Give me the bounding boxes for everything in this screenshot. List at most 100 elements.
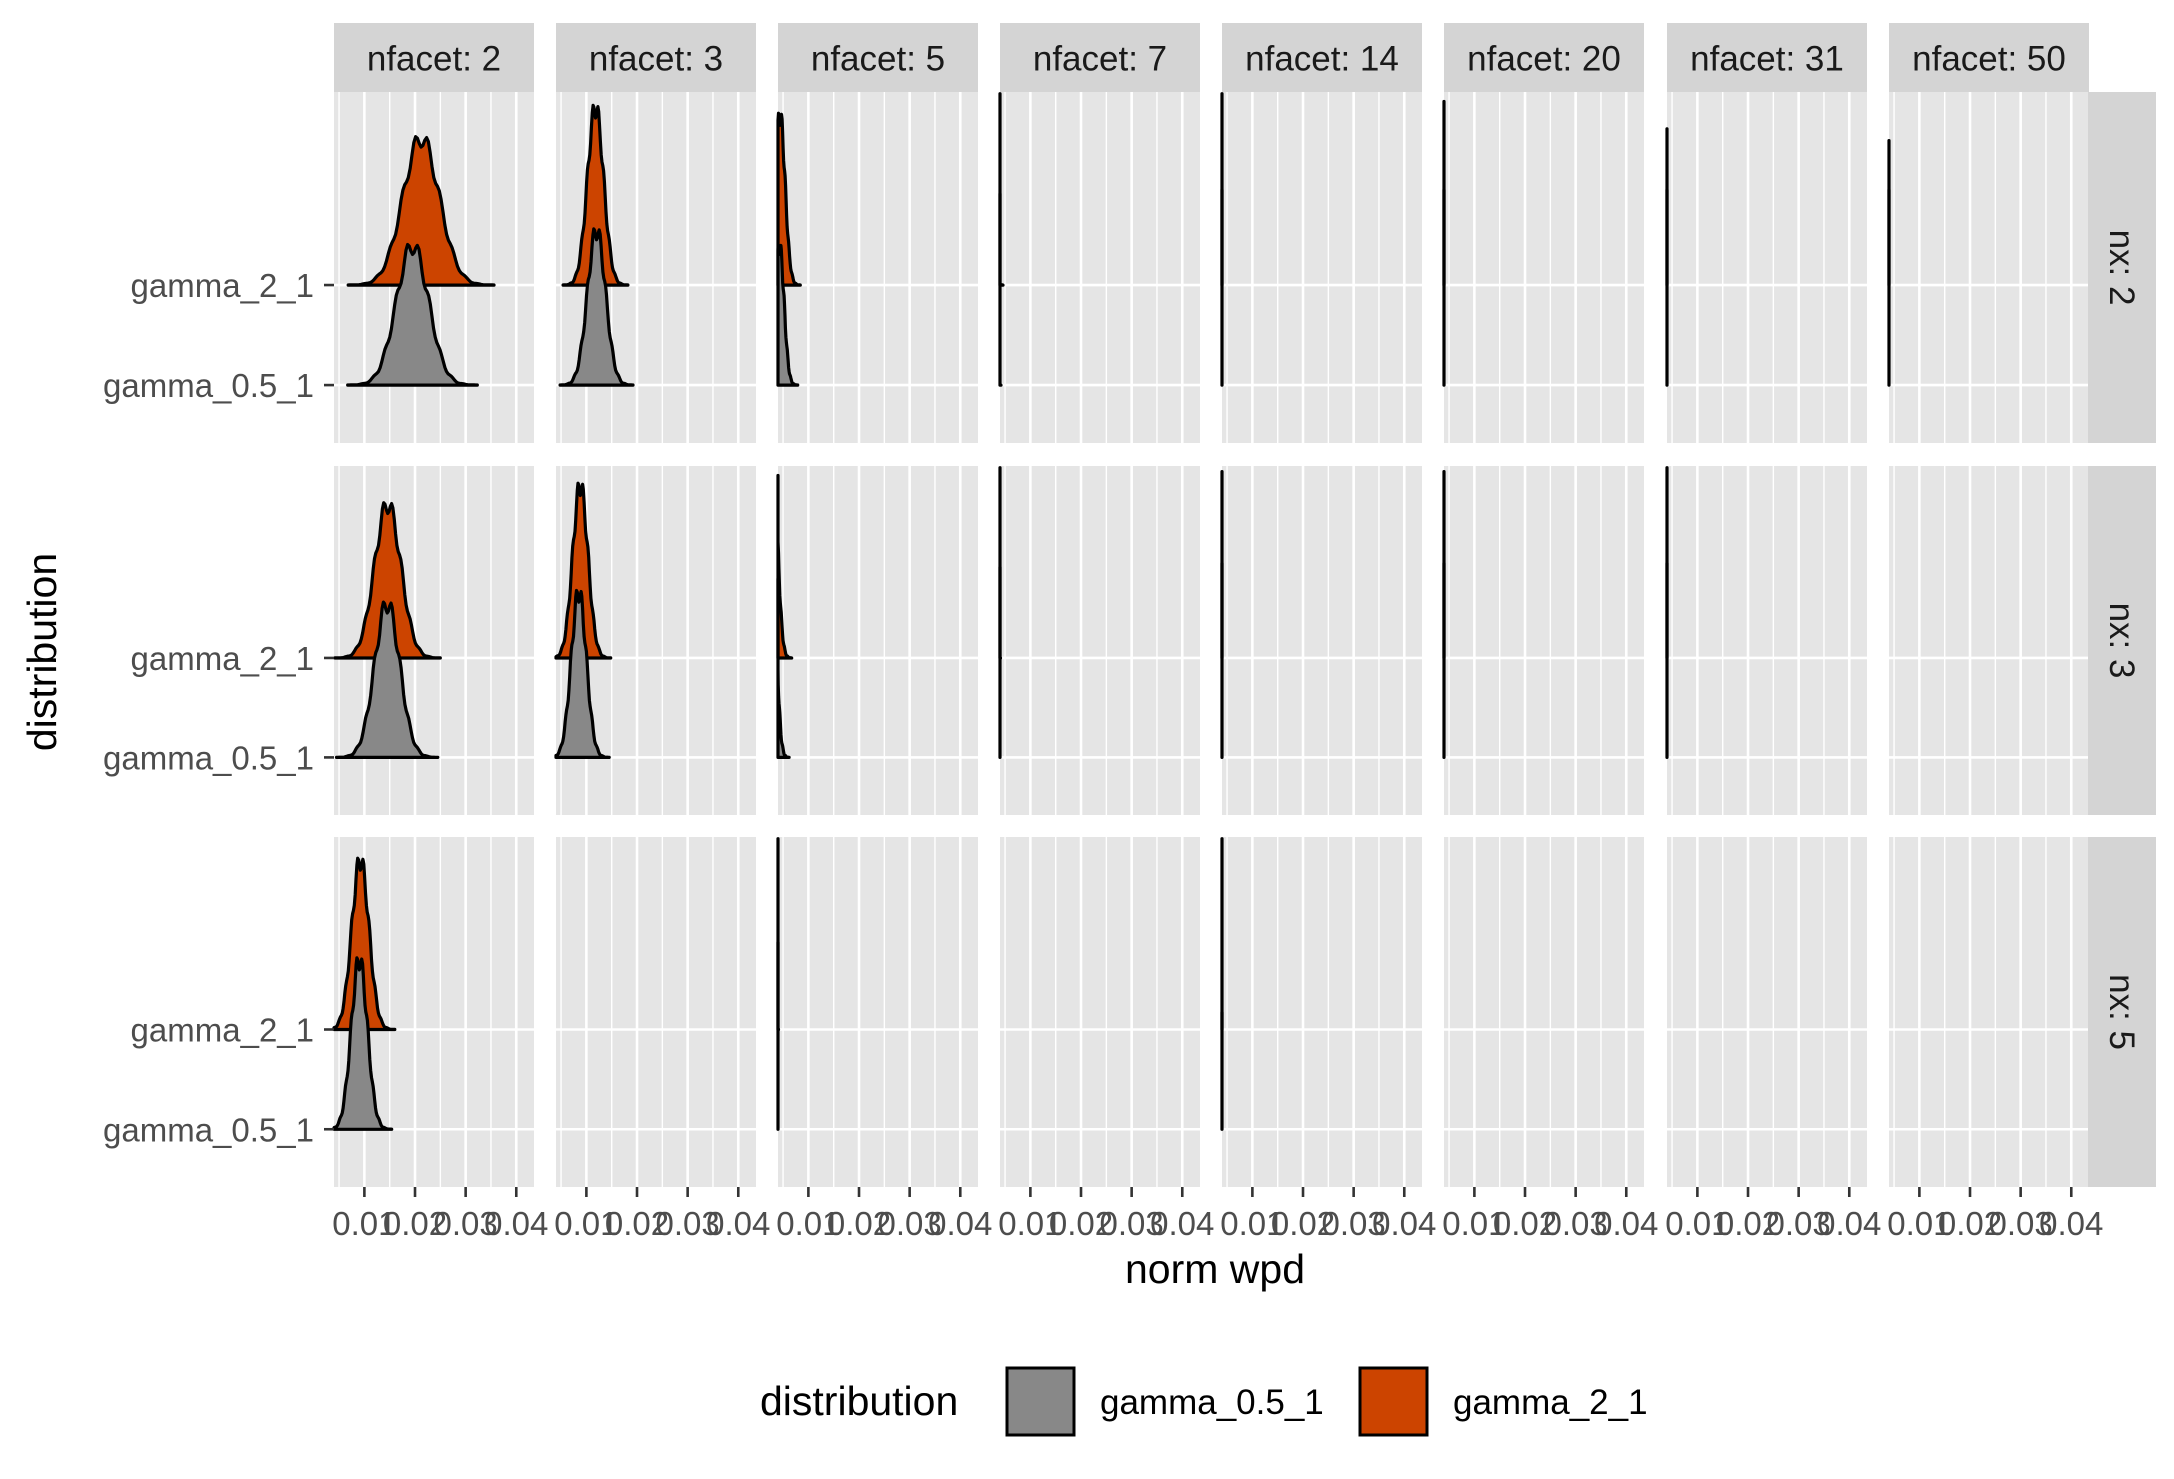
row-strip-2: nx: 2 bbox=[2088, 92, 2156, 443]
x-tick-label: 0.02 bbox=[1049, 1205, 1113, 1242]
density-ridge-gamma-0-5-1 bbox=[558, 227, 635, 387]
x-tick-label: 0.02 bbox=[605, 1205, 669, 1242]
column-strip-label: nfacet: 5 bbox=[811, 40, 945, 79]
panel-nx5-nfacet3 bbox=[556, 837, 756, 1187]
panel-nx3-nfacet20 bbox=[1442, 466, 1644, 815]
panel-nx2-nfacet7 bbox=[998, 92, 1200, 443]
y-axis: gamma_0.5_1 gamma_2_1 gamma_0.5_1 gamma_2_1… bbox=[103, 267, 334, 1148]
panel-nx2-nfacet3 bbox=[556, 92, 756, 443]
panel-nx5-nfacet14 bbox=[1220, 837, 1422, 1187]
column-facet-strips: nfacet: 2 nfacet: 3 nfacet: 5 nfacet: 7 nfac… bbox=[334, 23, 2089, 92]
column-strip-bg bbox=[1667, 23, 1867, 92]
legend-key-gamma-0-5-1 bbox=[1005, 1366, 1076, 1437]
row-strip-3: nx: 3 bbox=[2088, 466, 2156, 815]
panel-nx2-nfacet5 bbox=[776, 92, 978, 443]
x-tick-label: 0.04 bbox=[1150, 1205, 1214, 1242]
row-strip-5: nx: 5 bbox=[2088, 837, 2156, 1187]
x-tick-label: 0.04 bbox=[706, 1205, 770, 1242]
x-tick-label: 0.02 bbox=[1271, 1205, 1335, 1242]
y-axis-title: distribution bbox=[19, 553, 65, 751]
x-tick-label: 0.02 bbox=[1716, 1205, 1780, 1242]
x-tick-label: 0.04 bbox=[1372, 1205, 1436, 1242]
x-tick-label: 0.01 bbox=[332, 1205, 396, 1242]
y-tick-label: gamma_0.5_1 bbox=[103, 367, 314, 404]
x-tick-label: 0.03 bbox=[1989, 1205, 2053, 1242]
legend-label-gamma-2-1: gamma_2_1 bbox=[1453, 1383, 1648, 1422]
density-ridge-gamma-0-5-1 bbox=[554, 588, 611, 759]
column-strip-label: nfacet: 50 bbox=[1912, 40, 2066, 79]
x-tick-label: 0.03 bbox=[1544, 1205, 1608, 1242]
y-tick-label: gamma_0.5_1 bbox=[103, 739, 314, 776]
y-tick-label: gamma_2_1 bbox=[131, 1012, 314, 1049]
y-tick-label: gamma_2_1 bbox=[131, 267, 314, 304]
panel-nx5-nfacet2 bbox=[332, 837, 534, 1187]
row-strip-bg bbox=[2088, 837, 2156, 1187]
y-tick-label: gamma_2_1 bbox=[131, 640, 314, 677]
x-tick-label: 0.01 bbox=[1887, 1205, 1951, 1242]
legend-title: distribution bbox=[760, 1378, 958, 1424]
x-tick-label: 0.03 bbox=[878, 1205, 942, 1242]
panel-nx3-nfacet7 bbox=[998, 466, 1200, 815]
legend-key-gamma-2-1 bbox=[1358, 1366, 1429, 1437]
density-ridge-gamma-2-1 bbox=[333, 501, 442, 660]
density-ridge-gamma-2-1 bbox=[554, 481, 613, 660]
x-tick-label: 0.03 bbox=[656, 1205, 720, 1242]
column-strip-bg bbox=[334, 23, 534, 92]
x-tick-label: 0.01 bbox=[998, 1205, 1062, 1242]
row-strip-bg bbox=[2088, 92, 2156, 443]
column-strip-3: nfacet: 3 bbox=[556, 23, 756, 92]
y-tick-label: gamma_0.5_1 bbox=[103, 1111, 314, 1148]
density-ridge-gamma-0-5-1 bbox=[776, 242, 800, 387]
panel-nx3-nfacet31 bbox=[1665, 466, 1867, 815]
density-ridge-gamma-2-1 bbox=[332, 856, 397, 1032]
column-strip-bg bbox=[1889, 23, 2089, 92]
panel-nx2-nfacet31 bbox=[1665, 92, 1867, 443]
density-ridge-gamma-0-5-1 bbox=[346, 242, 479, 387]
x-tick-label: 0.02 bbox=[1938, 1205, 2002, 1242]
x-tick-label: 0.03 bbox=[1100, 1205, 1164, 1242]
panel-nx3-nfacet5 bbox=[776, 466, 978, 815]
x-tick-label: 0.01 bbox=[1442, 1205, 1506, 1242]
panel-nx2-nfacet14 bbox=[1220, 92, 1422, 443]
column-strip-label: nfacet: 14 bbox=[1245, 40, 1399, 79]
column-strip-label: nfacet: 7 bbox=[1033, 40, 1167, 79]
column-strip-14: nfacet: 14 bbox=[1222, 23, 1422, 92]
x-tick-label: 0.02 bbox=[827, 1205, 891, 1242]
panel-nx2-nfacet50 bbox=[1887, 92, 2089, 443]
x-tick-label: 0.03 bbox=[1322, 1205, 1386, 1242]
column-strip-bg bbox=[1222, 23, 1422, 92]
column-strip-label: nfacet: 31 bbox=[1690, 40, 1844, 79]
panel-nx5-nfacet5 bbox=[776, 837, 978, 1187]
column-strip-20: nfacet: 20 bbox=[1444, 23, 1644, 92]
panel-nx3-nfacet14 bbox=[1220, 466, 1422, 815]
row-strip-label: nx: 2 bbox=[2102, 230, 2141, 306]
column-strip-label: nfacet: 2 bbox=[367, 40, 501, 79]
column-strip-bg bbox=[1444, 23, 1644, 92]
density-ridge-gamma-2-1 bbox=[346, 135, 496, 287]
x-tick-label: 0.01 bbox=[554, 1205, 618, 1242]
panel-nx3-nfacet3 bbox=[554, 466, 756, 815]
column-strip-50: nfacet: 50 bbox=[1889, 23, 2089, 92]
panels-layer bbox=[332, 92, 2089, 1187]
column-strip-7: nfacet: 7 bbox=[1000, 23, 1200, 92]
panel-nx3-nfacet2 bbox=[333, 466, 534, 815]
panel-nx5-nfacet31 bbox=[1667, 837, 1867, 1187]
panel-nx3-nfacet50 bbox=[1889, 466, 2089, 815]
x-tick-label: 0.03 bbox=[1767, 1205, 1831, 1242]
x-tick-label: 0.01 bbox=[1665, 1205, 1729, 1242]
density-ridge-gamma-0-5-1 bbox=[332, 956, 394, 1131]
column-strip-2: nfacet: 2 bbox=[334, 23, 534, 92]
x-tick-label: 0.04 bbox=[2039, 1205, 2103, 1242]
x-axis: 0.010.020.030.04 0.010.020.030.04 0.010.02… bbox=[332, 1187, 2103, 1242]
column-strip-label: nfacet: 20 bbox=[1467, 40, 1621, 79]
density-ridge-gamma-0-5-1 bbox=[776, 577, 791, 759]
column-strip-bg bbox=[556, 23, 756, 92]
column-strip-5: nfacet: 5 bbox=[778, 23, 978, 92]
x-tick-label: 0.02 bbox=[1493, 1205, 1557, 1242]
column-strip-31: nfacet: 31 bbox=[1667, 23, 1867, 92]
panel-nx2-nfacet20 bbox=[1442, 92, 1644, 443]
x-tick-label: 0.02 bbox=[383, 1205, 447, 1242]
x-tick-label: 0.04 bbox=[1817, 1205, 1881, 1242]
legend-label-gamma-0-5-1: gamma_0.5_1 bbox=[1100, 1383, 1324, 1422]
row-facet-strips: nx: 2 nx: 3 nx: 5 bbox=[2088, 92, 2156, 1187]
